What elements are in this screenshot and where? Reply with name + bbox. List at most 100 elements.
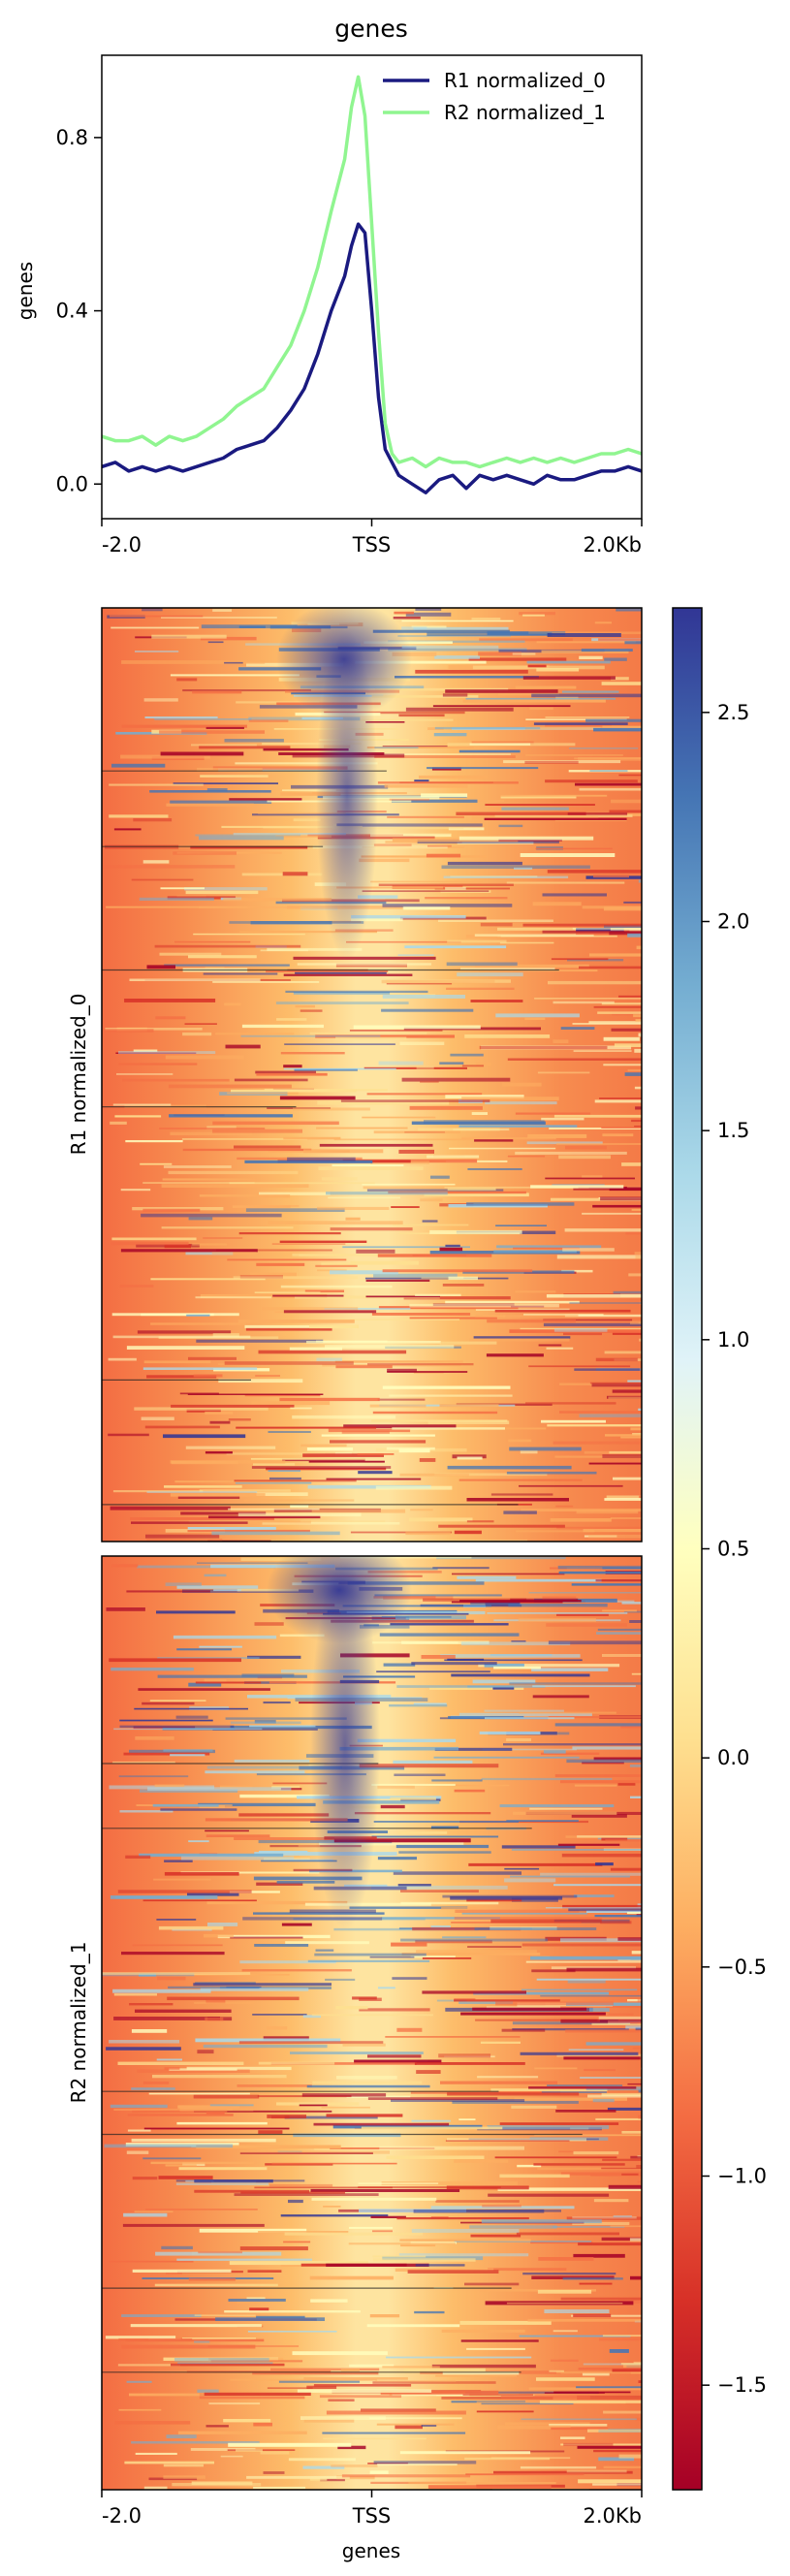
- heatmap-stripe: [450, 1053, 484, 1057]
- heatmap-stripe: [635, 2027, 642, 2031]
- heatmap-stripe: [302, 2465, 345, 2469]
- heatmap-stripe: [321, 1434, 435, 1437]
- heatmap-stripe: [313, 2122, 450, 2126]
- heatmap-stripe: [263, 826, 318, 829]
- heatmap-stripe: [317, 1100, 450, 1105]
- heatmap-stripe: [454, 1999, 560, 2002]
- heatmap-stripe: [133, 1726, 196, 1730]
- heatmap-stripe: [135, 2452, 177, 2455]
- heatmap-stripe: [317, 1206, 390, 1210]
- heatmap-stripe: [574, 1784, 617, 1787]
- heatmap-stripe: [407, 2270, 499, 2274]
- heatmap-stripe: [538, 1344, 562, 1347]
- heatmap-stripe: [251, 1466, 392, 1469]
- heatmap-stripe: [501, 2028, 546, 2032]
- colorbar-ticks: −1.5 −1.0 −0.5 0.0 0.5 1.0 1.5 2.0 2.5: [702, 701, 767, 2397]
- heatmap-stripe: [320, 2478, 345, 2482]
- heatmap-stripe: [403, 2368, 486, 2372]
- heatmap-stripe: [209, 2104, 254, 2107]
- heatmap-stripe: [554, 1774, 642, 1777]
- heatmap-stripe: [140, 1789, 238, 1793]
- heatmap-stripe: [451, 1673, 590, 1677]
- heatmap-stripe: [359, 2209, 466, 2212]
- heatmap-stripe: [605, 2004, 642, 2008]
- heatmap-stripe: [331, 1619, 474, 1623]
- heatmap-stripe: [593, 2449, 642, 2453]
- heatmap-stripe: [559, 1411, 642, 1414]
- heatmap-stripe: [535, 847, 613, 850]
- heatmap-stripe: [636, 2165, 642, 2169]
- heatmap-stripe: [141, 1313, 214, 1317]
- heatmap-stripe: [126, 2380, 152, 2383]
- heatmap-stripe: [212, 1121, 339, 1126]
- heatmap-stripe: [349, 2364, 395, 2368]
- heatmap-stripe: [188, 2277, 236, 2281]
- heatmap-stripe: [373, 1821, 519, 1823]
- heatmap-stripe: [187, 1529, 310, 1533]
- heatmap-stripe: [215, 1033, 295, 1035]
- heatmap-stripe: [457, 1456, 483, 1460]
- heatmap-stripe: [302, 2015, 321, 2019]
- heatmap-r2-x-axis-label: genes: [342, 2539, 400, 2562]
- heatmap-stripe: [131, 2138, 276, 2143]
- heatmap-stripe: [419, 1458, 436, 1462]
- heatmap-stripe: [159, 730, 265, 734]
- heatmap-stripe: [412, 1926, 521, 1931]
- heatmap-stripe: [236, 701, 320, 704]
- heatmap-stripe: [618, 2454, 642, 2459]
- heatmap-stripe: [481, 1777, 613, 1781]
- heatmap-stripe: [467, 1946, 521, 1948]
- heatmap-stripe: [288, 2199, 303, 2204]
- heatmap-stripe: [602, 1567, 642, 1570]
- heatmap-stripe: [452, 1454, 487, 1459]
- heatmap-stripe: [315, 1264, 358, 1267]
- heatmap-stripe: [602, 2158, 642, 2161]
- heatmap-stripe: [400, 1938, 549, 1942]
- heatmap-stripe: [455, 1909, 580, 1913]
- heatmap-stripe: [440, 2081, 558, 2084]
- heatmap-stripe: [473, 1991, 609, 1995]
- heatmap-stripe: [471, 1112, 488, 1115]
- heatmap-stripe: [454, 1530, 482, 1535]
- heatmap-stripe: [197, 768, 263, 772]
- heatmap-stripe: [205, 1834, 270, 1837]
- heatmap-r2: [102, 1556, 642, 2490]
- heatmap-stripe: [133, 1049, 158, 1052]
- heatmap-stripe: [427, 632, 553, 636]
- heatmap-stripe: [210, 2360, 303, 2363]
- heatmap-stripe: [309, 2478, 328, 2481]
- heatmap-stripe: [292, 2351, 388, 2356]
- heatmap-stripe: [176, 2258, 312, 2261]
- heatmap-stripe: [588, 1021, 642, 1024]
- heatmap-stripe: [349, 2226, 394, 2229]
- heatmap-stripe: [372, 2230, 393, 2233]
- heatmap-stripe: [512, 652, 536, 655]
- heatmap-stripe: [403, 1296, 511, 1300]
- heatmap-stripe: [168, 1170, 299, 1175]
- heatmap-stripe: [135, 2009, 232, 2013]
- heatmap-stripe: [252, 2014, 307, 2016]
- heatmap-stripe: [366, 2324, 460, 2328]
- heatmap-stripe: [633, 1014, 642, 1018]
- heatmap-stripe: [603, 2465, 642, 2468]
- heatmap-stripe: [312, 845, 448, 849]
- heatmap-stripe: [267, 947, 363, 951]
- heatmap-stripe: [353, 1025, 481, 1030]
- heatmap-stripe: [234, 1145, 301, 1149]
- heatmap-stripe: [587, 2429, 642, 2433]
- heatmap-stripe: [282, 872, 308, 876]
- heatmap-stripe: [249, 2307, 269, 2311]
- heatmap-stripe: [600, 1921, 632, 1924]
- heatmap-stripe: [102, 1972, 251, 1975]
- heatmap-stripe: [111, 1564, 139, 1568]
- heatmap-stripe: [392, 652, 437, 656]
- heatmap-stripe: [115, 1052, 197, 1054]
- heatmap-stripe: [194, 2110, 332, 2113]
- heatmap-stripe: [184, 1023, 217, 1025]
- heatmap-stripe: [523, 1314, 604, 1316]
- heatmap-stripe: [555, 1505, 574, 1508]
- heatmap-stripe: [632, 2047, 642, 2050]
- heatmap-stripe: [431, 1779, 483, 1782]
- heatmap-stripe: [118, 1063, 198, 1065]
- heatmap-stripe: [220, 2455, 243, 2458]
